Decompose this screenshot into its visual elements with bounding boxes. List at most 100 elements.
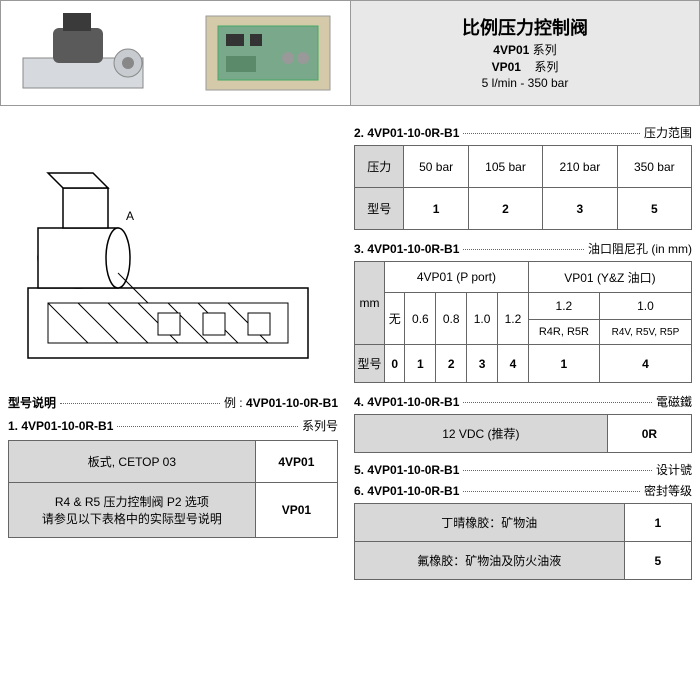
right-column: 2. 4VP01-10-0R-B1 压力范围 压力 50 bar 105 bar… [354,118,692,580]
cell: 1 [624,504,691,542]
table-pressure: 压力 50 bar 105 bar 210 bar 350 bar 型号 1 2… [354,145,692,230]
cell: 型号 [355,345,385,383]
cell: 1.0 [467,293,498,345]
table-row: 丁晴橡胶：矿物油 1 [355,504,692,542]
dots [117,426,298,427]
dots [463,133,640,134]
cell: 4VP01 (P port) [385,262,529,293]
cell: 板式, CETOP 03 [9,441,256,483]
section-3-line: 3. 4VP01-10-0R-B1 油口阻尼孔 (in mm) [354,240,692,257]
section-6-trail: 密封等级 [644,482,692,499]
series-1-label: 系列 [533,43,557,57]
cell: 210 bar [543,146,617,188]
section-3-label: 3. 4VP01-10-0R-B1 [354,242,459,256]
series-2-code: VP01 [492,60,521,74]
cell: 4VP01 [255,441,337,483]
pcb-photo-svg [198,8,338,98]
svg-text:A: A [126,209,134,223]
cell: 压力 [355,146,404,188]
spec-line: 5 l/min - 350 bar [482,76,569,90]
table-solenoid: 12 VDC (推荐) 0R [354,414,692,453]
technical-drawing: A [8,158,328,388]
model-desc-line: 型号说明 例 : 4VP01-10-0R-B1 [8,394,338,411]
table-row: 压力 50 bar 105 bar 210 bar 350 bar [355,146,692,188]
table-row: 12 VDC (推荐) 0R [355,415,692,453]
table-series: 板式, CETOP 03 4VP01 R4 & R5 压力控制阀 P2 选项 请… [8,440,338,538]
product-title: 比例压力控制阀 [462,14,588,40]
section-6-label: 6. 4VP01-10-0R-B1 [354,484,459,498]
section-4-label: 4. 4VP01-10-0R-B1 [354,395,459,409]
cell: 0 [385,345,405,383]
section-5-trail: 设计號 [656,461,692,478]
cell: 0.6 [405,293,436,345]
section-1-trail: 系列号 [302,417,338,434]
table-seal: 丁晴橡胶：矿物油 1 氟橡胶：矿物油及防火油液 5 [354,503,692,580]
table-row: 氟橡胶：矿物油及防火油液 5 [355,542,692,580]
header: 比例压力控制阀 4VP01 系列 VP01 系列 5 l/min - 350 b… [0,0,700,106]
cell: 350 bar [617,146,691,188]
series-2-label: 系列 [534,60,558,74]
dots [463,402,652,403]
valve-drawing-svg: A [8,158,328,388]
section-4-line: 4. 4VP01-10-0R-B1 電磁鐵 [354,393,692,410]
model-desc-label: 型号说明 [8,394,56,411]
cell: 50 bar [404,146,468,188]
table-row: R4 & R5 压力控制阀 P2 选项 请参见以下表格中的实际型号说明 VP01 [9,483,338,538]
cell: 0.8 [436,293,467,345]
cell: 氟橡胶：矿物油及防火油液 [355,542,625,580]
cell: 无 [385,293,405,345]
valve-photo-svg [13,8,173,98]
cell: 2 [436,345,467,383]
section-5-line: 5. 4VP01-10-0R-B1 设计號 [354,461,692,478]
cell: 4 [599,345,691,383]
table-row: 型号 1 2 3 5 [355,188,692,230]
dots [463,249,584,250]
section-6-line: 6. 4VP01-10-0R-B1 密封等级 [354,482,692,499]
cell: 5 [617,188,691,230]
table-row: 板式, CETOP 03 4VP01 [9,441,338,483]
cell: 0R [607,415,691,453]
header-images [1,1,351,105]
cell: 丁晴橡胶：矿物油 [355,504,625,542]
cell: 3 [467,345,498,383]
section-2-line: 2. 4VP01-10-0R-B1 压力范围 [354,124,692,141]
dots [60,403,220,404]
cell: 1 [528,345,599,383]
cell: 1.0 [599,293,691,320]
table-row: 型号 0 1 2 3 4 1 4 [355,345,692,383]
section-2-label: 2. 4VP01-10-0R-B1 [354,126,459,140]
product-photo-valve [13,8,173,98]
cell: 2 [468,188,542,230]
cell: 105 bar [468,146,542,188]
cell: 4 [498,345,529,383]
table-row: 无 0.6 0.8 1.0 1.2 1.2 1.0 [355,293,692,320]
cell: VP01 [255,483,337,538]
cell: 5 [624,542,691,580]
cell: VP01 (Y&Z 油口) [528,262,691,293]
dots [463,491,640,492]
section-4-trail: 電磁鐵 [656,393,692,410]
cell: mm [355,262,385,345]
cell: 12 VDC (推荐) [355,415,608,453]
header-info: 比例压力控制阀 4VP01 系列 VP01 系列 5 l/min - 350 b… [351,1,699,105]
cell: 1 [405,345,436,383]
product-subtitle: 4VP01 系列 VP01 系列 5 l/min - 350 bar [482,42,569,92]
section-2-trail: 压力范围 [644,124,692,141]
dots [463,470,652,471]
product-photo-pcb [198,8,338,98]
cell: 型号 [355,188,404,230]
series-1-code: 4VP01 [493,43,529,57]
cell: 1 [404,188,468,230]
section-1-line: 1. 4VP01-10-0R-B1 系列号 [8,417,338,434]
cell: R4 & R5 压力控制阀 P2 选项 请参见以下表格中的实际型号说明 [9,483,256,538]
content: A 型号说明 例 : 4VP01-10-0R-B1 1. 4VP01-10-0R… [0,106,700,588]
section-3-trail: 油口阻尼孔 (in mm) [588,240,692,257]
left-column: A 型号说明 例 : 4VP01-10-0R-B1 1. 4VP01-10-0R… [8,118,338,580]
section-5-label: 5. 4VP01-10-0R-B1 [354,463,459,477]
cell: 1.2 [528,293,599,320]
section-1-label: 1. 4VP01-10-0R-B1 [8,419,113,433]
table-row: mm 4VP01 (P port) VP01 (Y&Z 油口) [355,262,692,293]
cell: R4R, R5R [528,320,599,345]
table-orifice: mm 4VP01 (P port) VP01 (Y&Z 油口) 无 0.6 0.… [354,261,692,383]
cell: 1.2 [498,293,529,345]
